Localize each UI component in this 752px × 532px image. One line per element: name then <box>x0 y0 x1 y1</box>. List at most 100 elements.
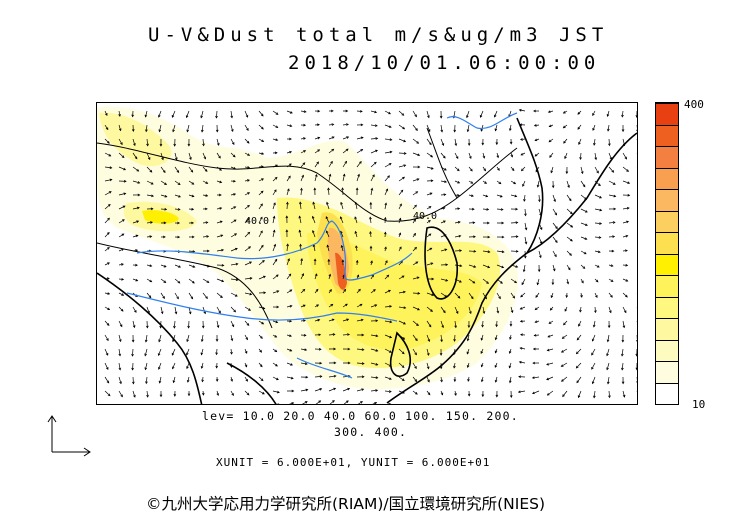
wind-arrowhead <box>220 295 223 299</box>
wind-arrowhead <box>548 321 552 324</box>
wind-arrowhead <box>625 263 629 267</box>
wind-arrowhead <box>187 143 191 147</box>
wind-arrow <box>509 376 512 383</box>
wind-arrowhead <box>327 258 331 262</box>
wind-arrowhead <box>375 349 379 352</box>
wind-arrow <box>188 250 195 252</box>
wind-arrowhead <box>146 394 149 398</box>
wind-arrow <box>412 348 417 355</box>
wind-arrowhead <box>443 220 446 224</box>
wind-arrow <box>230 334 233 341</box>
wind-arrowhead <box>120 394 123 398</box>
wind-arrow <box>300 389 308 392</box>
wind-arrowhead <box>521 282 525 286</box>
wind-arrow <box>146 264 152 267</box>
wind-arrowhead <box>359 160 362 164</box>
wind-arrowhead <box>163 221 167 225</box>
wind-arrowhead <box>416 141 420 144</box>
wind-arrowhead <box>261 178 264 181</box>
contour-label: 40.0 <box>413 211 438 222</box>
colorbar-segment <box>656 382 678 404</box>
wind-arrow <box>510 222 518 224</box>
wind-arrow <box>118 278 124 280</box>
wind-arrowhead <box>317 318 321 322</box>
wind-arrow <box>230 248 238 252</box>
wind-arrowhead <box>417 165 421 169</box>
wind-arrow <box>370 304 377 308</box>
wind-arrow <box>426 262 433 266</box>
wind-arrow <box>454 320 457 328</box>
wind-arrowhead <box>188 311 192 315</box>
wind-arrowhead <box>177 182 181 186</box>
wind-arrowhead <box>552 268 556 272</box>
wind-arrowhead <box>233 179 236 183</box>
wind-arrowhead <box>275 377 279 381</box>
wind-arrowhead <box>580 171 584 175</box>
wind-arrow <box>188 152 192 160</box>
wind-arrow <box>202 306 206 314</box>
wind-arrowhead <box>361 362 365 365</box>
wind-arrowhead <box>441 143 445 146</box>
wind-arrowhead <box>522 183 525 187</box>
wind-arrowhead <box>247 192 251 195</box>
wind-arrow <box>412 261 418 266</box>
wind-arrowhead <box>303 137 307 140</box>
wind-arrowhead <box>428 206 432 209</box>
wind-arrow <box>230 124 234 132</box>
wind-arrowhead <box>148 295 152 299</box>
wind-arrow <box>328 188 330 196</box>
wind-arrowhead <box>347 333 350 336</box>
wind-arrow <box>398 110 404 116</box>
wind-arrowhead <box>533 333 537 337</box>
wind-arrow <box>118 219 125 224</box>
wind-arrowhead <box>262 391 265 395</box>
wind-arrowhead <box>487 235 491 239</box>
wind-arrowhead <box>158 129 162 133</box>
wind-arrowhead <box>299 243 302 247</box>
wind-arrowhead <box>325 216 329 219</box>
wind-arrowhead <box>342 173 346 177</box>
wind-arrowhead <box>427 115 430 119</box>
wind-arrow <box>468 152 472 159</box>
wind-arrow <box>412 277 420 280</box>
wind-arrowhead <box>104 113 108 116</box>
wind-arrow <box>132 180 140 184</box>
wind-arrow <box>398 362 405 368</box>
wind-arrow <box>524 222 527 230</box>
wind-arrow <box>594 264 600 268</box>
wind-arrow <box>216 234 223 238</box>
wind-arrowhead <box>289 289 293 293</box>
wind-arrow <box>328 174 331 182</box>
wind-arrow <box>258 217 263 224</box>
wind-arrow <box>286 151 292 154</box>
wind-arrowhead <box>360 136 364 140</box>
wind-arrowhead <box>414 352 417 356</box>
wind-arrow <box>482 292 487 299</box>
wind-arrow <box>300 110 307 113</box>
wind-arrow <box>398 124 405 130</box>
wind-arrowhead <box>597 250 601 254</box>
wind-arrow <box>622 221 629 224</box>
wind-arrow <box>314 137 320 140</box>
wind-arrowhead <box>429 192 433 196</box>
wind-arrowhead <box>428 324 432 328</box>
wind-arrowhead <box>260 336 263 339</box>
wind-arrowhead <box>401 351 405 355</box>
wind-arrowhead <box>612 221 616 224</box>
wind-arrowhead <box>497 168 500 171</box>
wind-arrow <box>146 292 152 298</box>
wind-arrow <box>258 152 264 155</box>
wind-arrowhead <box>369 231 372 234</box>
wind-arrow <box>104 179 112 182</box>
wind-arrow <box>186 124 190 132</box>
wind-arrowhead <box>524 227 528 231</box>
wind-arrow <box>370 334 378 337</box>
wind-arrowhead <box>341 187 344 191</box>
wind-arrow <box>468 278 475 284</box>
wind-arrowhead <box>186 129 190 133</box>
wind-arrow <box>342 161 347 168</box>
wind-arrowhead <box>234 233 238 236</box>
wind-arrowhead <box>533 109 536 113</box>
wind-arrowhead <box>288 163 292 167</box>
wind-arrow <box>546 376 554 380</box>
